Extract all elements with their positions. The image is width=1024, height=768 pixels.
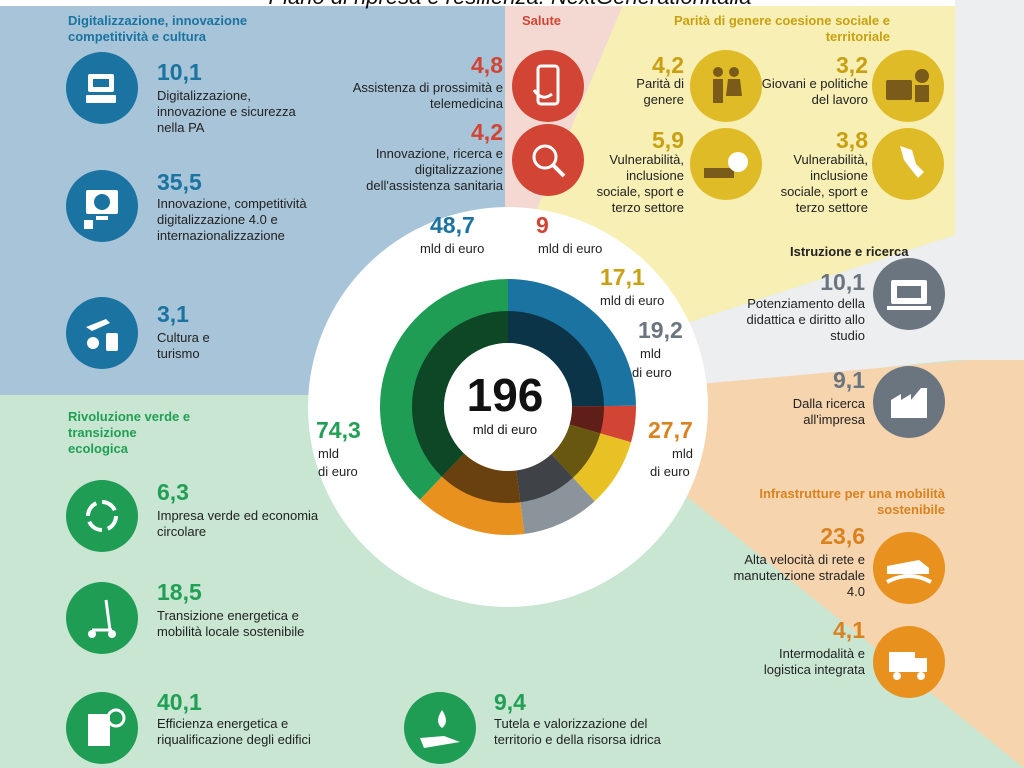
globe-screen-icon	[66, 170, 138, 242]
italy-map-icon	[872, 128, 944, 200]
total-green: 74,3	[316, 417, 361, 443]
total-gender-unit: mld di euro	[600, 293, 665, 308]
total-infra: 27,7	[648, 417, 693, 443]
g3-value: 5,9	[652, 127, 684, 153]
g3-label: Vulnerabilità, inclusione sociale, sport…	[596, 152, 684, 215]
h2-value: 4,2	[471, 119, 503, 145]
g4-value: 3,8	[836, 127, 868, 153]
i1-label: Alta velocità di rete e manutenzione str…	[733, 552, 865, 599]
section-gender: Parità di genere coesione sociale e terr…	[673, 13, 890, 44]
section-infra: Infrastrutture per una mobilità sostenib…	[759, 486, 945, 517]
briefcase-icon	[872, 50, 944, 122]
truck-icon	[873, 626, 945, 698]
g2-label: Giovani e politiche del lavoro	[761, 76, 868, 107]
virus-search-icon	[512, 124, 584, 196]
g4-label: Vulnerabilità, inclusione sociale, sport…	[780, 152, 868, 215]
page-title: Piano di ripresa e resilienza. NextGener…	[190, 0, 830, 10]
d1-label: Digitalizzazione, innovazione e sicurezz…	[157, 88, 296, 135]
man-woman-icon	[690, 50, 762, 122]
v1-value: 6,3	[157, 479, 189, 505]
d2-label: Innovazione, competitività digitalizzazi…	[157, 196, 307, 243]
total-green-unit-b: di euro	[318, 464, 358, 479]
section-education: Istruzione e ricerca	[790, 244, 909, 259]
h2-label: Innovazione, ricerca e digitalizzazione …	[366, 146, 503, 193]
i1-value: 23,6	[820, 523, 865, 549]
h1-label: Assistenza di prossimità e telemedicina	[352, 80, 503, 111]
total-infra-unit-b: di euro	[650, 464, 690, 479]
e1-label: Potenziamento della didattica e diritto …	[746, 296, 865, 343]
total-value: 196	[466, 369, 544, 421]
computer-icon	[66, 52, 138, 124]
total-education: 19,2	[638, 317, 683, 343]
d3-label: Cultura e turismo	[157, 330, 210, 361]
g1-value: 4,2	[652, 52, 684, 78]
factory-icon	[873, 366, 945, 438]
telemedicine-icon	[512, 50, 584, 122]
v2-label: Transizione energetica e mobilità locale…	[157, 608, 305, 639]
donut-slice-inner-5	[412, 311, 508, 477]
total-digital-unit: mld di euro	[420, 241, 485, 256]
building-icon	[66, 692, 138, 764]
total-green-unit-a: mld	[318, 446, 339, 461]
v2-value: 18,5	[157, 579, 202, 605]
e2-label: Dalla ricerca all'impresa	[792, 396, 865, 427]
v3-label: Efficienza energetica e riqualificazione…	[157, 716, 311, 747]
donut-slice-inner-3	[516, 454, 573, 503]
i2-value: 4,1	[833, 617, 865, 643]
total-gender: 17,1	[600, 264, 645, 290]
total-unit: mld di euro	[472, 422, 538, 437]
h1-value: 4,8	[471, 52, 503, 78]
total-infra-unit-a: mld	[672, 446, 693, 461]
total-digital: 48,7	[430, 212, 475, 238]
e2-value: 9,1	[833, 367, 865, 393]
travel-icon	[66, 297, 138, 369]
section-digital: Digitalizzazione, innovazione competitiv…	[68, 13, 248, 44]
bg-education-edge	[955, 0, 1024, 360]
ball-icon	[690, 128, 762, 200]
v4-value: 9,4	[494, 689, 526, 715]
e1-value: 10,1	[820, 269, 865, 295]
d1-value: 10,1	[157, 59, 202, 85]
water-hand-icon	[404, 692, 476, 764]
section-health: Salute	[522, 13, 562, 28]
g2-value: 3,2	[836, 52, 868, 78]
d2-value: 35,5	[157, 169, 202, 195]
recycle-icon	[66, 480, 138, 552]
i2-label: Intermodalità e logistica integrata	[763, 646, 865, 677]
d3-value: 3,1	[157, 301, 189, 327]
donut-slice-inner-4	[441, 453, 521, 504]
donut-chart	[308, 207, 708, 607]
donut-hole	[444, 343, 572, 471]
total-education-unit-a: mld	[640, 346, 661, 361]
total-education-unit-b: di euro	[632, 365, 672, 380]
scooter-icon	[66, 582, 138, 654]
section-green: Rivoluzione verde e transizione ecologic…	[68, 409, 191, 456]
v3-value: 40,1	[157, 689, 202, 715]
g1-label: Parità di genere	[636, 76, 684, 107]
donut-slice-inner-1	[569, 406, 604, 434]
v1-label: Impresa verde ed economia circolare	[157, 508, 319, 539]
total-health-unit: mld di euro	[538, 241, 603, 256]
donut-slice-inner-0	[508, 311, 604, 407]
train-icon	[873, 532, 945, 604]
donut-slice-inner-2	[551, 424, 601, 478]
total-health: 9	[536, 212, 549, 238]
laptop-books-icon	[873, 258, 945, 330]
v4-label: Tutela e valorizzazione del territorio e…	[494, 716, 661, 747]
header-strip	[0, 0, 1024, 6]
